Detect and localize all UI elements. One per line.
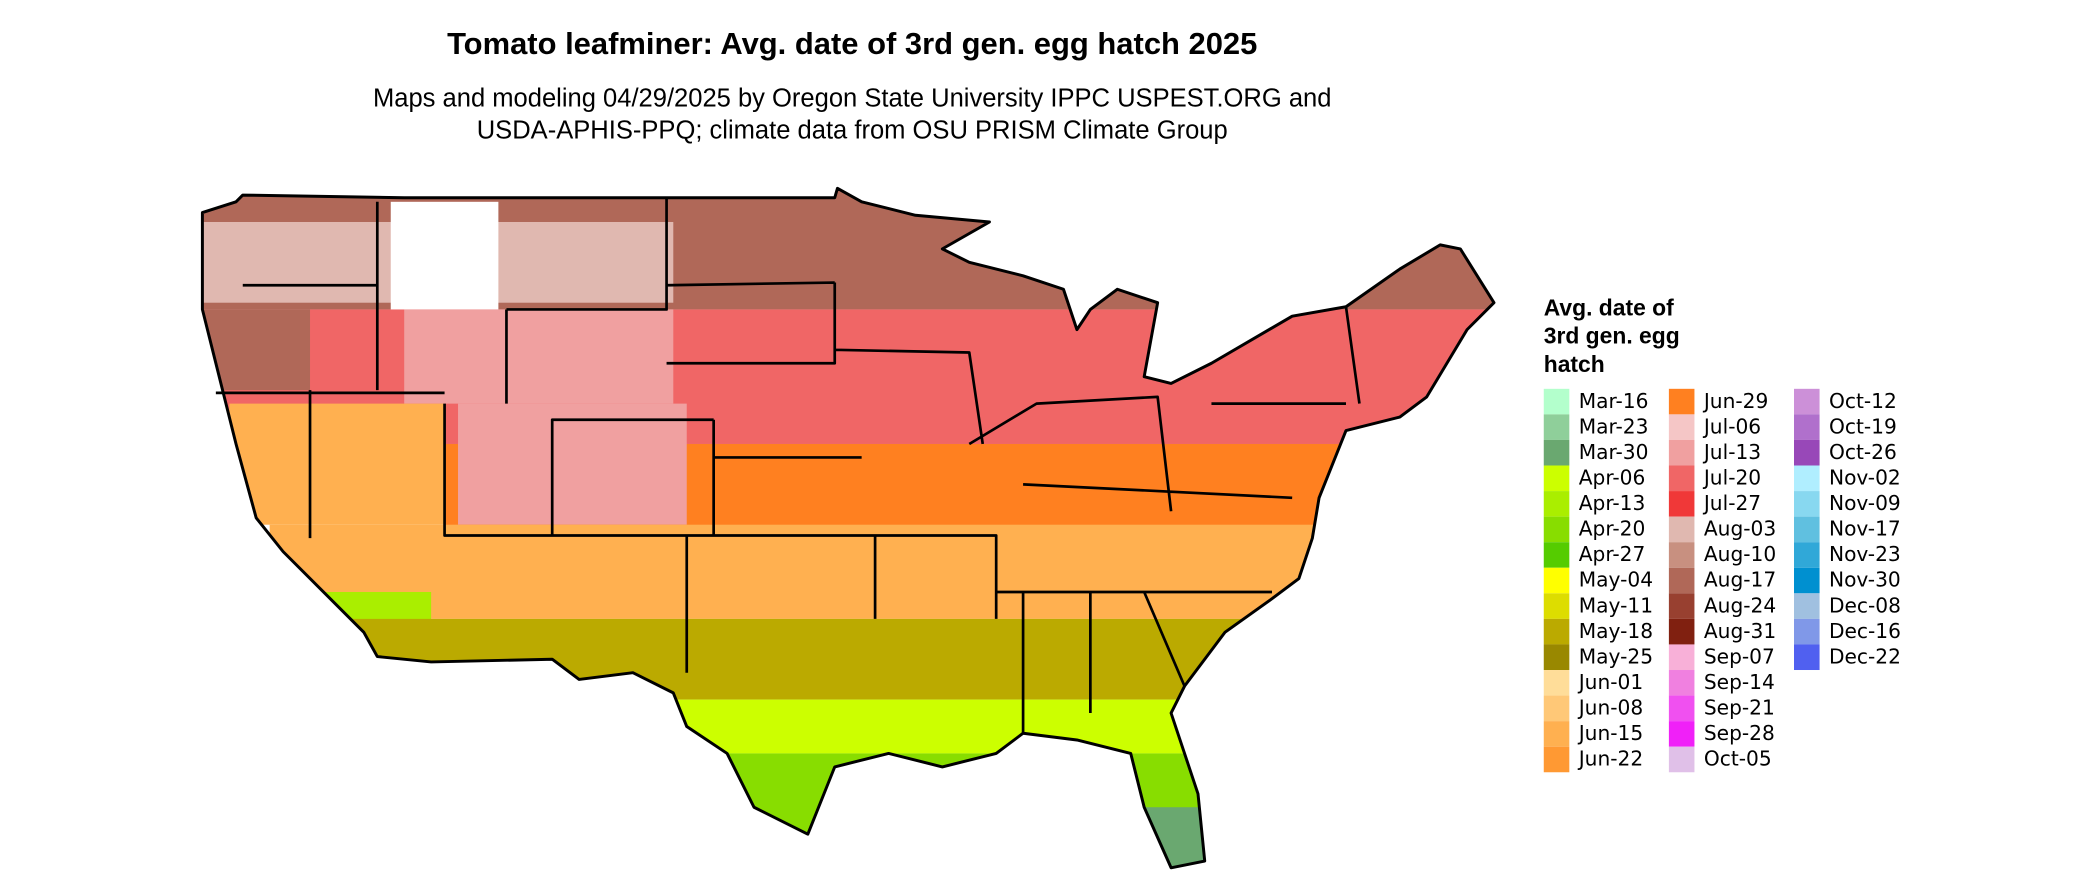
legend-swatch (1794, 465, 1820, 492)
legend-label: May-11 (1579, 593, 1653, 617)
legend-label: Aug-24 (1704, 593, 1776, 617)
legend-title: 3rd gen. egg (1544, 323, 1680, 349)
legend-label: Nov-17 (1829, 517, 1901, 541)
legend-label: Jul-20 (1702, 465, 1761, 489)
legend-swatch (1668, 567, 1695, 594)
legend-swatch (1668, 516, 1695, 543)
legend-swatch (1543, 618, 1570, 645)
legend-title: Avg. date of (1544, 294, 1674, 320)
legend-swatch (1794, 542, 1820, 568)
legend-label: May-18 (1579, 619, 1653, 643)
map-title: Tomato leafminer: Avg. date of 3rd gen. … (447, 26, 1257, 61)
legend-label: Nov-30 (1829, 568, 1901, 592)
legend-label: Jun-29 (1702, 389, 1768, 413)
legend-label: Jun-08 (1577, 696, 1643, 720)
legend-swatch (1668, 618, 1695, 645)
legend-swatch (1668, 465, 1695, 492)
legend-swatch (1668, 721, 1695, 747)
legend-label: Jun-01 (1577, 670, 1643, 694)
legend-swatch (1668, 439, 1695, 466)
legend-swatch (1794, 567, 1820, 594)
legend-label: Aug-31 (1704, 619, 1776, 643)
legend-label: Apr-27 (1579, 542, 1646, 566)
legend-label: Nov-23 (1829, 542, 1901, 566)
legend-swatch (1668, 746, 1695, 773)
legend-swatch (1794, 644, 1820, 671)
legend-swatch (1543, 491, 1570, 517)
legend-swatch (1668, 670, 1695, 696)
legend-swatch (1543, 746, 1570, 773)
legend-swatch (1543, 388, 1570, 415)
legend-swatch (1794, 491, 1820, 517)
legend-swatch (1543, 465, 1570, 492)
legend-label: Sep-21 (1704, 696, 1775, 720)
legend-label: Jun-22 (1577, 747, 1643, 771)
legend-label: Jun-15 (1577, 721, 1643, 745)
legend-swatch (1668, 644, 1695, 671)
legend-swatch (1794, 618, 1820, 645)
legend-label: Apr-13 (1579, 491, 1646, 515)
legend-label: Dec-22 (1829, 644, 1901, 668)
legend-label: Dec-16 (1829, 619, 1901, 643)
subtitle: Maps and modeling 04/29/2025 by Oregon S… (373, 84, 1332, 112)
legend-label: Jul-27 (1702, 491, 1761, 515)
legend-swatch (1543, 516, 1570, 543)
legend-swatch (1543, 567, 1570, 594)
legend-label: Nov-02 (1829, 465, 1901, 489)
legend-swatch (1543, 670, 1570, 696)
legend-label: Apr-06 (1579, 465, 1646, 489)
legend-swatch (1543, 542, 1570, 568)
legend-swatch (1543, 644, 1570, 671)
legend-label: Mar-23 (1579, 414, 1649, 438)
legend-label: May-04 (1579, 568, 1653, 592)
legend-label: Dec-08 (1829, 593, 1901, 617)
legend-swatch (1668, 542, 1695, 568)
legend-swatch (1543, 721, 1570, 747)
legend-swatch (1668, 491, 1695, 517)
legend-label: Oct-26 (1829, 440, 1897, 464)
legend-swatch (1794, 439, 1820, 466)
legend-swatch (1543, 695, 1570, 722)
legend-swatch (1543, 593, 1570, 619)
legend-label: Oct-05 (1704, 747, 1772, 771)
legend-label: Sep-28 (1704, 721, 1775, 745)
legend-label: Jul-13 (1702, 440, 1761, 464)
legend-label: Aug-03 (1704, 517, 1776, 541)
legend-swatch (1668, 593, 1695, 619)
legend-swatch (1794, 414, 1820, 440)
legend-label: Jul-06 (1702, 414, 1761, 438)
legend-label: Oct-12 (1829, 389, 1897, 413)
state-borders (215, 197, 1361, 734)
legend-swatch (1543, 439, 1570, 466)
legend-label: May-25 (1579, 644, 1653, 668)
legend-title: hatch (1544, 351, 1605, 377)
legend: Avg. date of 3rd gen. egg hatch Mar-16Ma… (1543, 294, 1901, 773)
legend-label: Aug-10 (1704, 542, 1776, 566)
legend-swatch (1668, 414, 1695, 440)
legend-label: Sep-14 (1704, 670, 1775, 694)
legend-swatch (1668, 695, 1695, 722)
legend-swatch (1794, 593, 1820, 619)
legend-label: Nov-09 (1829, 491, 1901, 515)
legend-label: Aug-17 (1704, 568, 1776, 592)
legend-label: Oct-19 (1829, 414, 1897, 438)
legend-label: Apr-20 (1579, 517, 1646, 541)
legend-swatch (1668, 388, 1695, 415)
legend-swatch (1543, 414, 1570, 440)
legend-label: Mar-30 (1579, 440, 1649, 464)
subtitle: USDA-APHIS-PPQ; climate data from OSU PR… (477, 117, 1228, 145)
legend-label: Mar-16 (1579, 389, 1649, 413)
legend-swatch (1794, 516, 1820, 543)
legend-swatch (1794, 388, 1820, 415)
legend-label: Sep-07 (1704, 644, 1775, 668)
